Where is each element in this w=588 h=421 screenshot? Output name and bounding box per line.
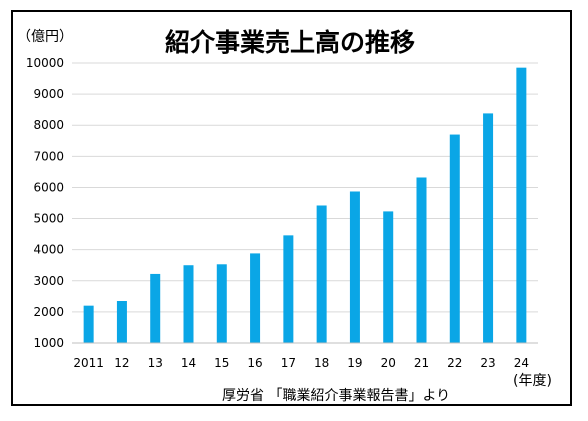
y-tick-label: 2000 [33, 305, 64, 319]
x-tick-label: 14 [181, 356, 196, 370]
bar-22 [449, 134, 460, 343]
y-tick-label: 7000 [33, 149, 64, 163]
x-tick-label: 12 [114, 356, 129, 370]
y-tick-label: 5000 [33, 212, 64, 226]
bars [83, 67, 527, 344]
chart-title: 紹介事業売上高の推移 [165, 28, 415, 57]
y-tick-label: 10000 [26, 56, 64, 70]
x-axis-tick-labels: 2011 12 13 14 15 16 17 18 19 20 21 22 23 24 [73, 356, 529, 370]
bar-12 [116, 301, 127, 343]
bar-15 [216, 264, 227, 343]
x-tick-label: 19 [347, 356, 362, 370]
bar-16 [250, 253, 261, 343]
y-tick-label: 8000 [33, 118, 64, 132]
x-tick-label: 20 [381, 356, 396, 370]
y-axis-tick-labels: 1000 2000 3000 4000 5000 6000 7000 8000 9000 1000… [26, 56, 64, 350]
y-tick-label: 6000 [33, 180, 64, 194]
y-tick-label: 3000 [33, 274, 64, 288]
bar-20 [383, 211, 394, 343]
bar-17 [283, 235, 294, 343]
x-axis-unit-label: (年度) [513, 373, 552, 389]
x-tick-label: 22 [447, 356, 462, 370]
x-tick-label: 13 [148, 356, 163, 370]
bar-14 [183, 265, 194, 343]
x-tick-label: 17 [281, 356, 296, 370]
x-tick-label: 23 [480, 356, 495, 370]
bar-18 [316, 205, 327, 343]
y-tick-label: 9000 [33, 87, 64, 101]
bar-23 [483, 113, 494, 344]
bar-19 [349, 191, 360, 343]
x-tick-label: 15 [214, 356, 229, 370]
y-tick-label: 4000 [33, 243, 64, 257]
x-tick-label: 2011 [73, 356, 104, 370]
bar-2011 [83, 305, 94, 343]
x-tick-label: 21 [414, 356, 429, 370]
x-tick-label: 24 [514, 356, 529, 370]
bar-13 [150, 273, 161, 343]
grid-lines [72, 62, 538, 313]
bar-24 [516, 67, 527, 344]
source-note: 厚労省 「職業紹介事業報告書」より [222, 388, 450, 404]
y-tick-label: 1000 [33, 336, 64, 350]
x-tick-label: 18 [314, 356, 329, 370]
x-tick-label: 16 [247, 356, 262, 370]
y-axis-unit-label: （億円） [17, 29, 73, 45]
bar-21 [416, 177, 427, 343]
